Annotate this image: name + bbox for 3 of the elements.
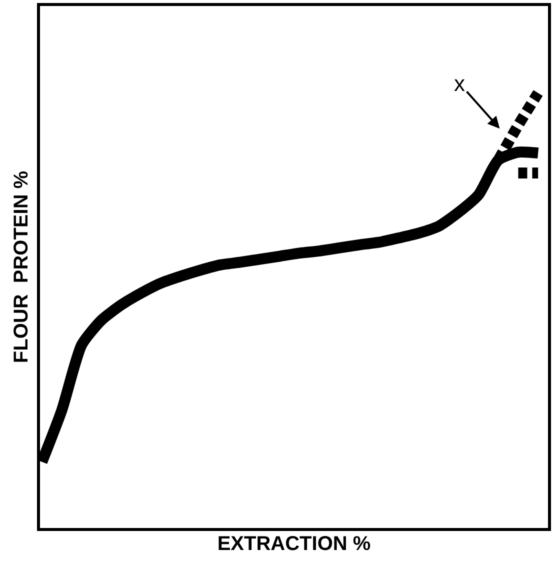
x-axis-title: EXTRACTION %	[217, 532, 371, 555]
y-axis-title: FLOUR PROTEIN %	[10, 170, 32, 364]
annotation: x	[454, 71, 465, 96]
